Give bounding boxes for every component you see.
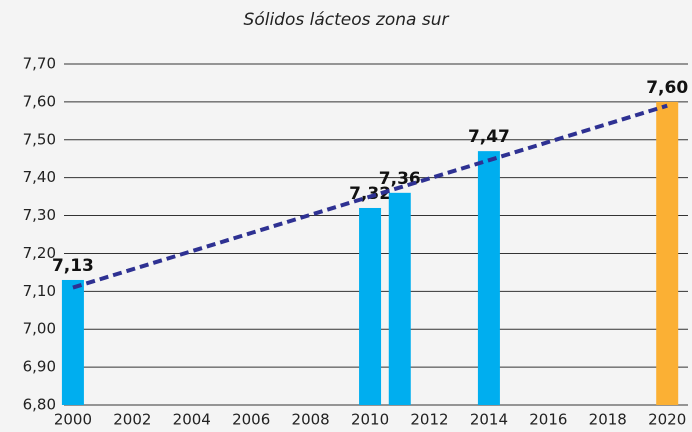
- y-tick-label: 7,30: [23, 206, 56, 224]
- x-tick-label: 2008: [292, 411, 330, 429]
- x-tick-label: 2014: [470, 411, 508, 429]
- x-tick-label: 2018: [589, 411, 627, 429]
- y-tick-label: 7,60: [23, 92, 56, 110]
- data-label: 7,47: [468, 127, 510, 147]
- data-label: 7,13: [52, 256, 94, 276]
- bar: [656, 101, 679, 405]
- y-tick-label: 7,20: [23, 244, 56, 262]
- bar: [359, 207, 382, 405]
- y-tick-label: 7,40: [23, 168, 56, 186]
- x-tick-label: 2006: [232, 411, 270, 429]
- trend-line: [72, 103, 668, 290]
- x-tick-label: 2000: [54, 411, 92, 429]
- y-tick-label: 7,70: [23, 55, 56, 73]
- bar: [477, 151, 500, 405]
- x-tick-label: 2016: [529, 411, 567, 429]
- x-tick-label: 2002: [113, 411, 151, 429]
- y-tick-label: 7,10: [23, 282, 56, 300]
- x-tick-label: 2020: [648, 411, 686, 429]
- chart-title: Sólidos lácteos zona sur: [244, 10, 450, 30]
- bar: [61, 279, 84, 405]
- y-tick-label: 6,90: [23, 358, 56, 376]
- bar: [388, 192, 411, 405]
- y-tick-label: 7,00: [23, 320, 56, 338]
- x-tick-label: 2004: [173, 411, 211, 429]
- x-tick-label: 2012: [410, 411, 448, 429]
- y-tick-label: 6,80: [23, 396, 56, 414]
- y-tick-label: 7,50: [23, 130, 56, 148]
- data-label: 7,60: [646, 78, 688, 98]
- x-tick-label: 2010: [351, 411, 389, 429]
